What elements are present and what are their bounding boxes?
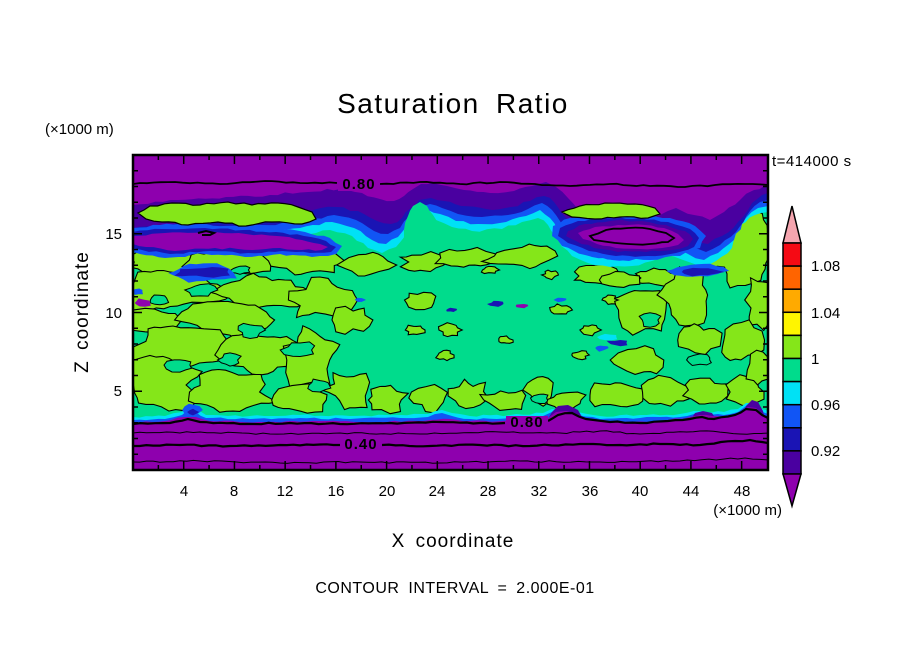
x-tick-label: 8 bbox=[230, 483, 238, 500]
x-tick-label: 12 bbox=[277, 483, 294, 500]
colorbar-cell bbox=[782, 403, 802, 429]
x-axis-label: X coordinate bbox=[392, 531, 515, 552]
contour-label-bg bbox=[340, 438, 382, 452]
contour-label-bg bbox=[506, 416, 548, 430]
colorbar bbox=[782, 205, 802, 509]
colorbar-cell bbox=[782, 288, 802, 314]
x-tick-label: 24 bbox=[429, 483, 446, 500]
colorbar-tick-label: 1 bbox=[811, 351, 819, 368]
x-tick-label: 36 bbox=[582, 483, 599, 500]
colorbar-cell bbox=[782, 380, 802, 406]
x-tick-label: 20 bbox=[379, 483, 396, 500]
x-axis-units: (×1000 m) bbox=[713, 502, 782, 519]
colorbar-tick-label: 1.08 bbox=[811, 258, 840, 275]
x-tick-label: 40 bbox=[632, 483, 649, 500]
contour-field bbox=[134, 156, 767, 469]
y-axis-units: (×1000 m) bbox=[45, 121, 114, 138]
contour-label-bg bbox=[338, 176, 380, 191]
colorbar-cell bbox=[782, 334, 802, 360]
colorbar-cell bbox=[782, 311, 802, 337]
y-tick-labels: 5 10 15 bbox=[105, 226, 122, 400]
y-tick-label: 5 bbox=[114, 383, 122, 400]
plot-title: Saturation Ratio bbox=[337, 88, 569, 119]
x-tick-label: 48 bbox=[734, 483, 751, 500]
colorbar-tick-label: 0.92 bbox=[811, 443, 840, 460]
time-annotation: t=414000 s bbox=[772, 153, 852, 170]
y-axis-label: Z coordinate bbox=[72, 251, 93, 373]
x-tick-label: 4 bbox=[180, 483, 188, 500]
y-tick-label: 10 bbox=[105, 305, 122, 322]
contour-label-080-top: 0.80 bbox=[342, 176, 375, 193]
contour-lines bbox=[134, 180, 767, 464]
colorbar-labels: 1.08 1.04 1 0.96 0.92 bbox=[811, 258, 840, 460]
y-tick-label: 15 bbox=[105, 226, 122, 243]
x-tick-label: 44 bbox=[683, 483, 700, 500]
contour-label-040-bottom: 0.40 bbox=[344, 436, 377, 453]
colorbar-cell bbox=[782, 357, 802, 383]
colorbar-tick-label: 1.04 bbox=[811, 305, 840, 322]
colorbar-cell bbox=[782, 450, 802, 475]
colorbar-cell bbox=[782, 427, 802, 452]
contour-label-080-bottom: 0.80 bbox=[510, 414, 543, 431]
axis-ticks bbox=[133, 155, 768, 470]
x-tick-label: 32 bbox=[531, 483, 548, 500]
x-tick-label: 16 bbox=[328, 483, 345, 500]
x-tick-labels: 4 8 12 16 20 24 28 32 36 40 44 48 bbox=[180, 483, 751, 500]
colorbar-tick-label: 0.96 bbox=[811, 397, 840, 414]
x-tick-label: 28 bbox=[480, 483, 497, 500]
colorbar-cell bbox=[782, 265, 802, 290]
contour-interval-note: CONTOUR INTERVAL = 2.000E-01 bbox=[315, 580, 594, 597]
colorbar-cell bbox=[782, 242, 802, 267]
